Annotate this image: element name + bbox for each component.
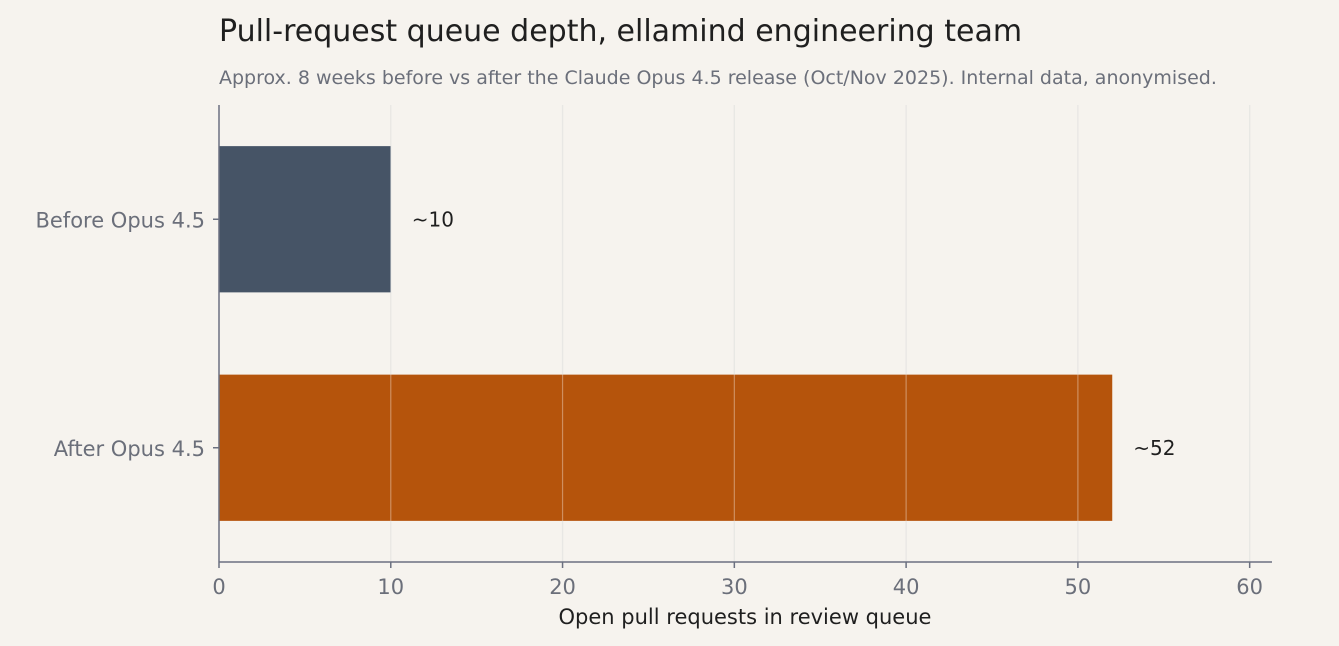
axes — [213, 105, 1272, 568]
chart-title: Pull-request queue depth, ellamind engin… — [219, 14, 1022, 49]
x-axis-title: Open pull requests in review queue — [559, 605, 932, 629]
data-label: ~52 — [1133, 436, 1175, 460]
bar — [219, 374, 1113, 521]
x-tick-label: 10 — [377, 575, 404, 599]
data-label: ~10 — [412, 207, 454, 231]
x-tick-label: 60 — [1236, 575, 1263, 599]
data-labels: ~10 ~52 — [390, 105, 1251, 562]
category-label: Before Opus 4.5 — [35, 208, 205, 232]
bars — [219, 146, 1113, 521]
x-tick-label: 40 — [893, 575, 920, 599]
x-tick-label: 20 — [549, 575, 576, 599]
chart-subtitle: Approx. 8 weeks before vs after the Clau… — [219, 67, 1217, 89]
x-tick-labels: 0 10 20 30 40 50 60 — [212, 575, 1263, 599]
category-label: After Opus 4.5 — [54, 437, 205, 461]
x-tick-label: 30 — [721, 575, 748, 599]
x-tick-label: 0 — [212, 575, 225, 599]
category-labels: Before Opus 4.5 After Opus 4.5 — [35, 208, 205, 461]
x-tick-label: 50 — [1065, 575, 1092, 599]
bar — [219, 146, 391, 293]
